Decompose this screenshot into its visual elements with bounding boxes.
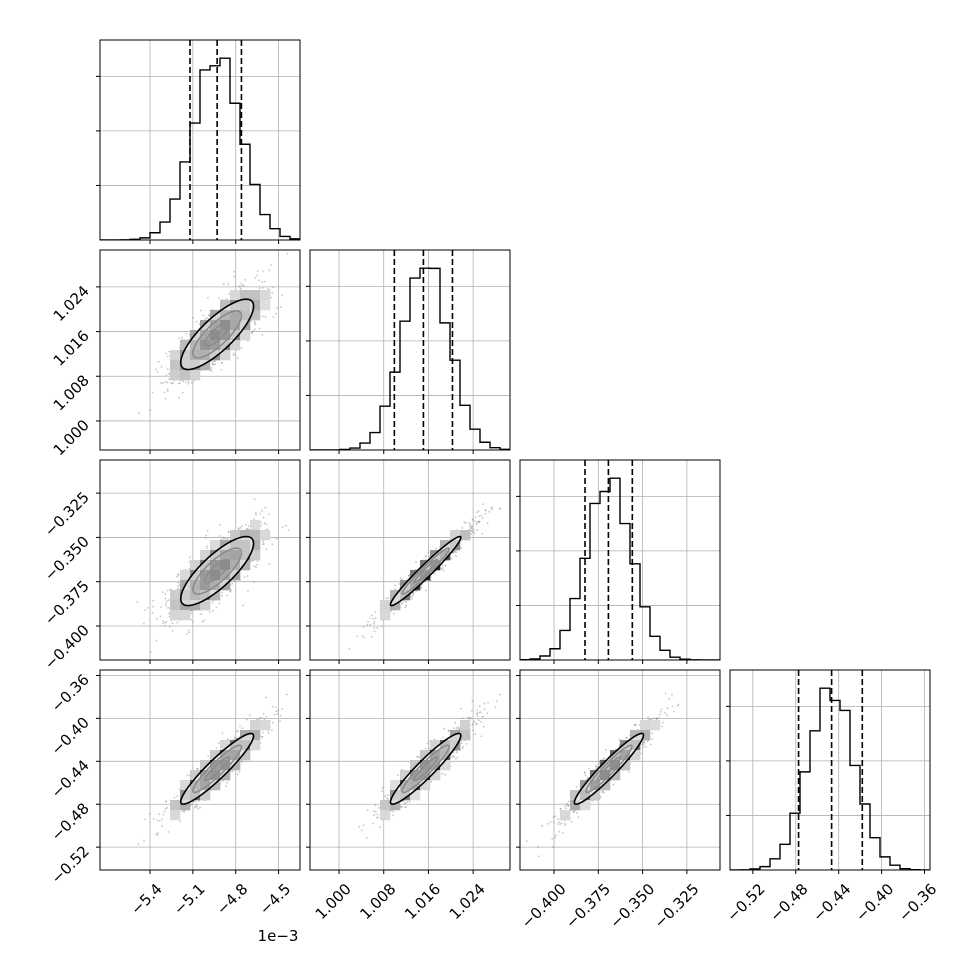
panel-2-0 (96, 459, 301, 664)
panel-frame (519, 669, 721, 871)
contour-1-0-2 (179, 298, 255, 371)
x-tick-label: −0.40 (852, 880, 897, 925)
contour-2-0-2 (179, 535, 255, 607)
x-tick-label: −5.1 (170, 880, 208, 918)
y-tick-label: 1.008 (50, 371, 93, 414)
histogram-0 (100, 57, 300, 240)
x-tick-label: −0.44 (809, 880, 854, 925)
x-tick-label: −0.400 (518, 880, 570, 932)
x-offset-label: 1e−3 (258, 927, 299, 945)
panel-0-0 (96, 39, 301, 244)
x-tick-label: −0.36 (895, 880, 940, 925)
x-tick-label: −0.52 (723, 880, 768, 925)
panel-frame (309, 249, 511, 451)
x-tick-label: 1.016 (401, 880, 444, 923)
panel-frame (99, 249, 301, 451)
panel-frame (99, 669, 301, 871)
panel-2-2 (516, 459, 721, 664)
contour-3-1-2 (389, 732, 462, 806)
x-tick-label: −5.4 (127, 880, 165, 918)
panel-3-3 (726, 669, 931, 874)
panel-frame (519, 459, 721, 661)
histogram-2 (520, 477, 720, 660)
y-tick-label: −0.325 (41, 488, 93, 540)
panel-3-2 (516, 669, 721, 874)
y-tick-label: −0.400 (41, 621, 93, 673)
histogram-1 (310, 267, 510, 450)
y-tick-label: −0.40 (48, 713, 93, 758)
panel-frame (99, 39, 301, 241)
panel-frame (309, 459, 511, 661)
contour-3-2-2 (573, 732, 645, 805)
x-tick-label: −4.5 (256, 880, 294, 918)
panel-2-1 (306, 459, 511, 664)
panel-1-0 (96, 249, 301, 454)
panel-frame (99, 459, 301, 661)
x-tick-label: 1.008 (356, 880, 399, 923)
x-tick-label: −0.375 (562, 880, 614, 932)
panel-frame (309, 669, 511, 871)
contour-3-0-2 (179, 732, 255, 806)
y-tick-label: −0.375 (41, 577, 93, 629)
panel-3-1 (306, 669, 511, 874)
y-tick-label: −0.52 (48, 842, 93, 887)
panel-3-0 (96, 669, 301, 874)
x-tick-label: −4.8 (213, 880, 251, 918)
x-tick-label: 1.000 (312, 880, 355, 923)
y-tick-label: −0.36 (48, 671, 93, 716)
contour-2-1-2 (389, 535, 462, 607)
x-tick-label: −0.350 (606, 880, 658, 932)
panel-frame (729, 669, 931, 871)
y-tick-label: −0.350 (41, 533, 93, 585)
panel-1-1 (306, 249, 511, 454)
y-tick-label: 1.024 (50, 282, 93, 325)
histogram-3 (730, 687, 930, 870)
y-tick-label: 1.000 (50, 416, 93, 459)
x-tick-label: −0.48 (766, 880, 811, 925)
y-tick-label: −0.44 (48, 756, 93, 801)
y-tick-label: −0.48 (48, 799, 93, 844)
x-tick-label: −0.325 (651, 880, 703, 932)
x-tick-label: 1.024 (446, 880, 489, 923)
y-tick-label: 1.016 (50, 327, 93, 370)
